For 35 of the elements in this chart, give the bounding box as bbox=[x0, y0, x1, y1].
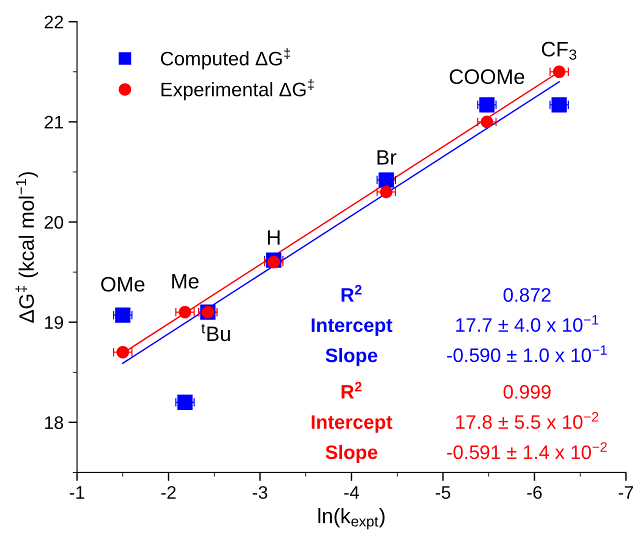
annotation: -0.591 ± 1.4 x 10$^{−2}$ bbox=[447, 442, 607, 460]
annotation: Me bbox=[172, 274, 199, 289]
annotation: R$^{2}$ bbox=[342, 284, 362, 302]
annotation: Slope bbox=[326, 348, 378, 366]
annotation: 0.872 bbox=[504, 288, 550, 302]
y-tick-label: 21 bbox=[44, 116, 63, 128]
y-tick-label: 18 bbox=[45, 416, 64, 430]
x-tick-label: -2 bbox=[161, 486, 176, 499]
annotation: -0.590 ± 1.0 x 10$^{−1}$ bbox=[447, 345, 607, 362]
annotation: R$^{2}$ bbox=[342, 382, 362, 399]
annotation: $^{t}$Bu bbox=[201, 324, 230, 342]
x-tick-label: -3 bbox=[252, 486, 268, 499]
annotation: CF$_{3}$ bbox=[542, 42, 576, 60]
legend-label: Computed ΔG$^{‡}$ bbox=[160, 48, 290, 70]
annotation: Slope bbox=[326, 444, 378, 463]
y-tick-label: 22 bbox=[44, 16, 63, 28]
annotation: H bbox=[268, 230, 280, 245]
x-tick-label: -1 bbox=[70, 486, 84, 499]
annotation: 0.999 bbox=[504, 384, 551, 399]
annotation: COOMe bbox=[450, 69, 524, 84]
x-tick-label: -7 bbox=[618, 486, 634, 499]
annotation: Intercept bbox=[312, 415, 392, 433]
y-axis-title: ΔG$^{‡}$ (kcal mol$^{−1}$) bbox=[16, 172, 38, 323]
annotation: Br bbox=[378, 150, 396, 165]
x-tick-label: -6 bbox=[527, 486, 542, 499]
x-tick-label: -5 bbox=[436, 486, 450, 499]
annotation: Intercept bbox=[312, 318, 392, 336]
y-tick-label: 19 bbox=[45, 316, 63, 329]
x-axis-title: ln(k$_{expt}$) bbox=[318, 508, 385, 530]
x-tick-label: -4 bbox=[344, 486, 359, 499]
legend-label: Experimental ΔG$^{‡}$ bbox=[162, 79, 314, 100]
y-tick-label: 20 bbox=[44, 216, 64, 229]
annotation: 17.7 ± 4.0 x 10$^{−1}$ bbox=[456, 315, 598, 332]
annotation: OMe bbox=[101, 276, 144, 292]
annotation: 17.8 ± 5.5 x 10$^{−2}$ bbox=[456, 412, 598, 429]
